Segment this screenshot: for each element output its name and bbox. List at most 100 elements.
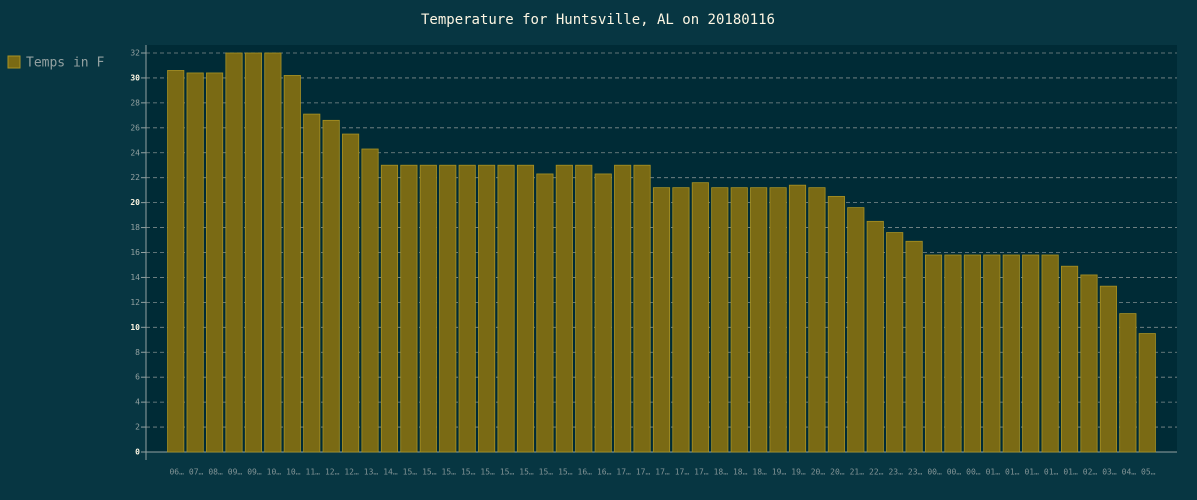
x-tick-label: 15… (539, 468, 554, 477)
bar (905, 240, 923, 453)
y-tick-label: 20 (130, 198, 140, 207)
x-tick-label: 19… (791, 468, 806, 477)
x-tick-label: 02… (1083, 468, 1098, 477)
x-tick-label: 14… (383, 468, 398, 477)
x-tick-label: 15… (442, 468, 457, 477)
x-tick-label: 08… (208, 468, 223, 477)
x-tick-label: 15… (403, 468, 418, 477)
x-tick-label: 13… (364, 468, 379, 477)
y-tick-label: 32 (130, 49, 140, 58)
bar (944, 254, 962, 453)
bar (206, 72, 224, 453)
bar (1060, 265, 1079, 453)
bar (788, 184, 807, 453)
y-tick-label: 28 (130, 98, 140, 107)
bar (380, 164, 399, 453)
bar (167, 70, 185, 453)
x-tick-label: 09… (228, 468, 243, 477)
y-tick-label: 16 (130, 248, 140, 257)
legend-swatch (7, 55, 21, 69)
y-tick-label: 8 (135, 348, 140, 357)
x-tick-label: 20… (811, 468, 826, 477)
bar (536, 173, 554, 453)
y-tick-label: 6 (135, 373, 140, 382)
bar (730, 187, 748, 453)
bar (614, 164, 632, 453)
bar (633, 164, 651, 453)
bar (672, 187, 690, 453)
x-tick-label: 17… (636, 468, 651, 477)
x-tick-label: 18… (714, 468, 729, 477)
x-tick-label: 11… (306, 468, 321, 477)
x-tick-label: 17… (655, 468, 670, 477)
bar (303, 113, 321, 453)
legend-label: Temps in F (26, 56, 104, 71)
y-tick-label: 12 (130, 298, 140, 307)
x-tick-label: 04… (1122, 468, 1137, 477)
bar (419, 164, 437, 453)
x-tick-label: 00… (927, 468, 942, 477)
x-tick-label: 16… (578, 468, 593, 477)
x-tick-label: 15… (461, 468, 476, 477)
x-tick-label: 00… (966, 468, 981, 477)
x-tick-label: 03… (1102, 468, 1117, 477)
bar (1119, 313, 1137, 453)
x-tick-label: 16… (597, 468, 612, 477)
y-tick-label: 22 (130, 173, 140, 182)
bar (750, 187, 768, 453)
y-tick-label: 18 (130, 223, 140, 232)
bar (886, 232, 904, 453)
x-tick-label: 18… (733, 468, 748, 477)
bar (225, 52, 243, 453)
y-tick-label: 14 (130, 273, 140, 282)
bar (186, 72, 204, 453)
x-tick-label: 09… (247, 468, 262, 477)
x-tick-label: 15… (500, 468, 515, 477)
bar (478, 164, 496, 453)
y-tick-label: 26 (130, 123, 140, 132)
x-tick-label: 01… (1024, 468, 1039, 477)
x-tick-label: 12… (344, 468, 359, 477)
bar (963, 254, 981, 453)
bar (847, 207, 865, 453)
bar (1002, 254, 1020, 453)
bar (400, 164, 418, 453)
bar (1138, 333, 1156, 453)
x-tick-label: 22… (869, 468, 884, 477)
x-tick-label: 19… (772, 468, 787, 477)
x-tick-label: 01… (1044, 468, 1059, 477)
bar (516, 164, 535, 453)
bar (594, 173, 612, 453)
x-tick-label: 10… (286, 468, 301, 477)
bar (361, 148, 379, 453)
x-tick-label: 15… (519, 468, 534, 477)
bar (983, 254, 1001, 453)
bar (283, 75, 301, 453)
x-tick-label: 07… (189, 468, 204, 477)
bar (439, 164, 457, 453)
y-tick-label: 24 (130, 148, 140, 157)
bar (1080, 274, 1098, 453)
chart-title: Temperature for Huntsville, AL on 201801… (421, 12, 775, 28)
y-tick-label: 2 (135, 423, 140, 432)
y-tick-label: 4 (135, 398, 140, 407)
x-tick-label: 12… (325, 468, 340, 477)
x-tick-label: 23… (908, 468, 923, 477)
bar (808, 187, 826, 453)
x-tick-label: 15… (422, 468, 437, 477)
x-tick-label: 01… (1063, 468, 1078, 477)
bar (342, 133, 360, 453)
x-tick-label: 15… (480, 468, 495, 477)
x-tick-label: 00… (947, 468, 962, 477)
bar (1041, 254, 1059, 453)
x-tick-label: 06… (169, 468, 184, 477)
bar (691, 182, 709, 453)
bar (827, 195, 845, 453)
bar (497, 164, 515, 453)
bar (1022, 254, 1040, 453)
x-tick-label: 15… (558, 468, 573, 477)
y-tick-label: 0 (135, 448, 140, 457)
bar (555, 164, 573, 453)
bar (866, 220, 884, 453)
